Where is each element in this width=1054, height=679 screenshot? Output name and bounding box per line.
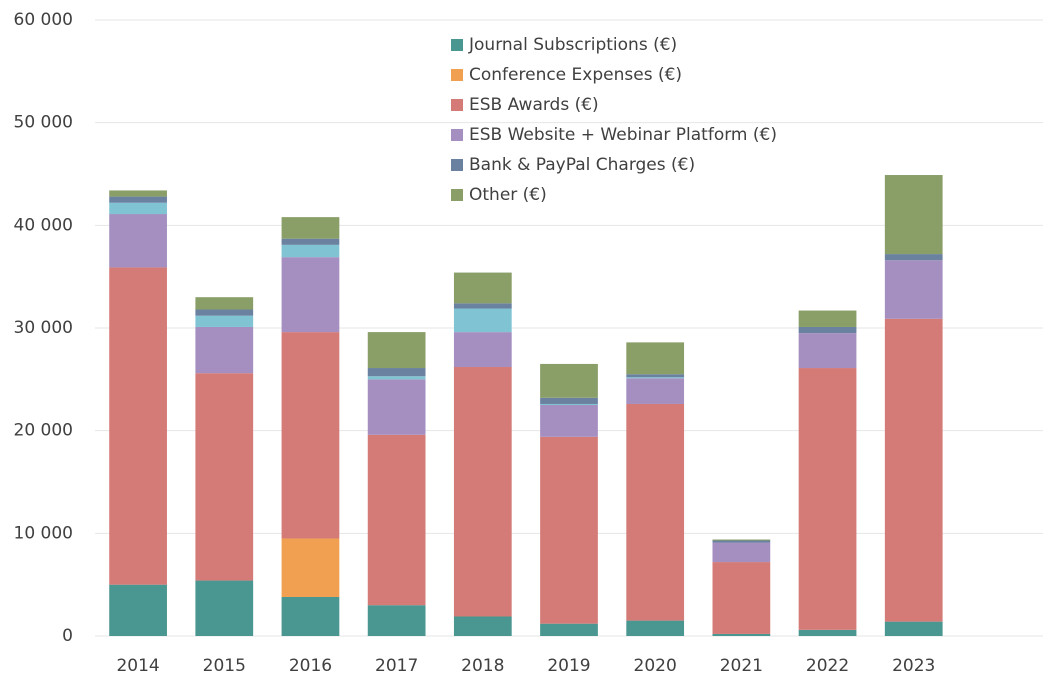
bar-segment: [798, 368, 857, 630]
bar-segment: [367, 434, 426, 606]
bar-segment: [453, 303, 512, 309]
bar-segment: [281, 244, 340, 258]
y-tick-label: 50 000: [14, 113, 73, 133]
bar-segment: [540, 405, 598, 437]
bar-segment: [626, 378, 685, 404]
x-tick-label: 2015: [203, 656, 246, 676]
bar-segment: [626, 377, 685, 379]
legend-swatch: [451, 189, 463, 201]
bar-segment: [540, 363, 598, 398]
bar-segment: [712, 539, 771, 541]
bar-segment: [540, 436, 598, 624]
bar-segment: [109, 214, 167, 268]
x-tick-label: 2019: [547, 656, 590, 676]
legend-label: Conference Expenses (€): [469, 65, 682, 85]
legend-label: ESB Awards (€): [469, 95, 599, 115]
legend-swatch: [451, 99, 463, 111]
bar-segment: [281, 538, 340, 597]
bar-segment: [109, 190, 167, 197]
bar-segment: [281, 332, 340, 539]
bar-segment: [798, 333, 857, 369]
bar-segment: [281, 217, 340, 239]
x-tick-label: 2017: [375, 656, 418, 676]
x-tick-label: 2018: [461, 656, 504, 676]
bar-segment: [453, 332, 512, 368]
x-tick-label: 2014: [116, 656, 159, 676]
bar-segment: [712, 540, 771, 543]
bar-segment: [281, 596, 340, 636]
bar-segment: [281, 257, 340, 333]
bar-segment: [798, 310, 857, 327]
x-tick-label: 2023: [892, 656, 935, 676]
bar-segment: [540, 623, 598, 636]
bar-segment: [626, 342, 685, 375]
bar-segment: [367, 605, 426, 636]
bar-segment: [626, 374, 685, 378]
legend-label: ESB Website + Webinar Platform (€): [469, 125, 777, 145]
bar-segment: [884, 318, 943, 622]
x-tick-label: 2020: [634, 656, 677, 676]
bar-segment: [626, 620, 685, 636]
bar-segment: [109, 267, 167, 585]
y-tick-label: 10 000: [14, 523, 73, 543]
bar-segment: [540, 397, 598, 404]
legend-label: Journal Subscriptions (€): [468, 35, 677, 55]
bar-segment: [626, 403, 685, 621]
y-tick-label: 0: [62, 626, 73, 646]
bar-segment: [453, 367, 512, 617]
bar-segment: [109, 202, 167, 215]
y-tick-label: 20 000: [14, 421, 73, 441]
bar-segment: [884, 175, 943, 255]
legend-swatch: [451, 129, 463, 141]
legend-label: Bank & PayPal Charges (€): [469, 155, 695, 175]
bar-segment: [195, 373, 254, 581]
bar-segment: [195, 580, 254, 636]
x-tick-label: 2016: [289, 656, 332, 676]
x-tick-label: 2022: [806, 656, 849, 676]
bar-segment: [798, 326, 857, 334]
bar-segment: [884, 260, 943, 319]
bar-segment: [453, 272, 512, 304]
bar-segment: [195, 315, 254, 327]
bar-segment: [712, 633, 771, 636]
legend-swatch: [451, 159, 463, 171]
legend-swatch: [451, 39, 463, 51]
y-tick-label: 40 000: [14, 215, 73, 235]
bar-segment: [798, 629, 857, 636]
bar-segment: [195, 309, 254, 316]
legend-label: Other (€): [469, 185, 547, 205]
bar-segment: [712, 562, 771, 634]
bar-segment: [281, 238, 340, 245]
x-tick-label: 2021: [720, 656, 763, 676]
bar-segment: [367, 368, 426, 377]
bar-segment: [195, 297, 254, 310]
y-tick-label: 60 000: [14, 10, 73, 30]
bar-segment: [453, 308, 512, 333]
bar-segment: [109, 584, 167, 636]
bar-segment: [884, 254, 943, 261]
bar-segment: [195, 326, 254, 374]
bar-segment: [367, 332, 426, 369]
bar-segment: [109, 196, 167, 203]
y-tick-label: 30 000: [14, 318, 73, 338]
bar-segment: [453, 616, 512, 636]
bar-segment: [712, 542, 771, 563]
bar-segment: [367, 376, 426, 380]
bar-segment: [540, 403, 598, 405]
legend-swatch: [451, 69, 463, 81]
bar-segment: [884, 621, 943, 636]
bar-segment: [367, 379, 426, 435]
